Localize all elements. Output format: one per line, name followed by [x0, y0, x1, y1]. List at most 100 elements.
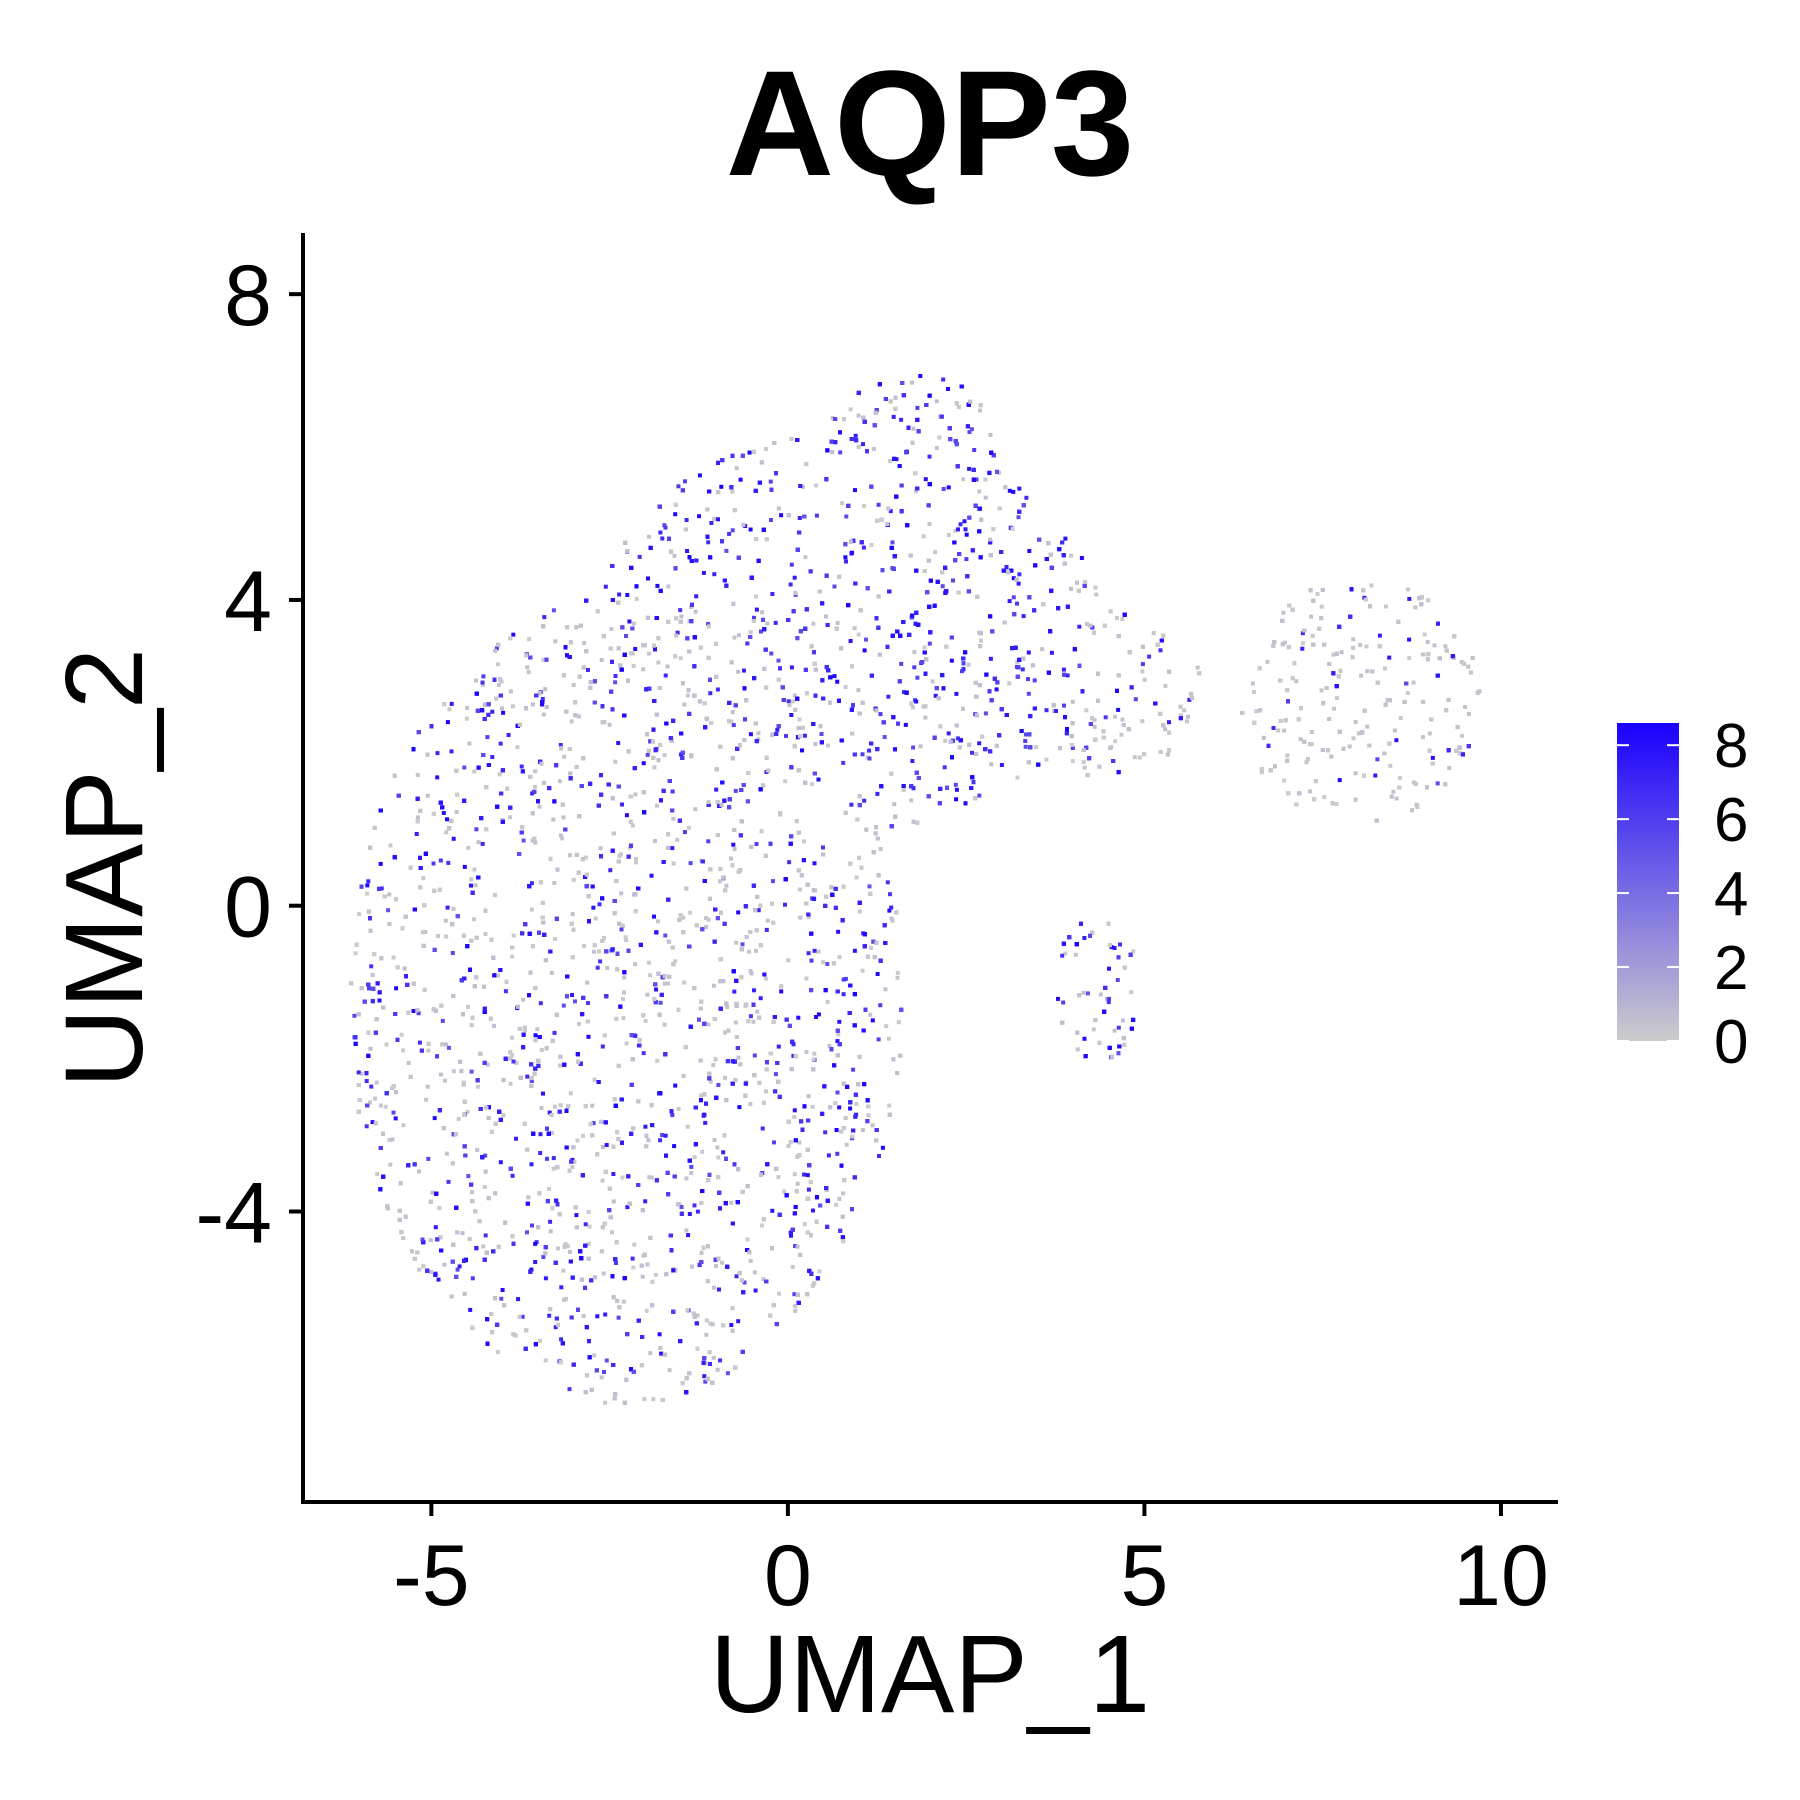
- cell-point: [1430, 755, 1435, 760]
- cell-point: [748, 527, 753, 532]
- cell-point: [1011, 489, 1016, 494]
- cell-point: [721, 1150, 726, 1155]
- cell-point: [695, 1209, 700, 1214]
- cell-point: [964, 557, 969, 562]
- cell-point: [493, 648, 498, 653]
- cell-point: [685, 1124, 690, 1129]
- cell-point: [483, 1153, 488, 1158]
- cell-point: [521, 838, 526, 843]
- cell-point: [441, 811, 446, 815]
- cell-point: [736, 669, 741, 674]
- cell-point: [520, 1314, 525, 1319]
- cell-point: [910, 380, 915, 385]
- cell-point: [469, 1069, 474, 1074]
- cell-point: [627, 619, 632, 624]
- cell-point: [646, 1138, 651, 1143]
- cell-point: [733, 1020, 738, 1025]
- cell-point: [511, 933, 516, 938]
- cell-point: [688, 861, 693, 866]
- cell-point: [1073, 952, 1078, 957]
- cell-point: [1285, 753, 1290, 758]
- cell-point: [821, 960, 826, 965]
- cell-point: [737, 1105, 742, 1110]
- cell-point: [852, 626, 857, 631]
- cell-point: [806, 951, 811, 956]
- cell-point: [437, 1206, 442, 1211]
- cell-point: [708, 691, 713, 696]
- cell-point: [1017, 486, 1022, 491]
- cell-point: [481, 1244, 486, 1249]
- cell-point: [895, 970, 900, 975]
- cell-point: [583, 1222, 588, 1227]
- cell-point: [883, 987, 888, 992]
- cell-point: [637, 554, 642, 559]
- cell-point: [430, 1190, 435, 1195]
- cell-point: [703, 1379, 708, 1384]
- cell-point: [543, 687, 548, 692]
- cell-point: [789, 1233, 793, 1238]
- cell-point: [1347, 744, 1352, 749]
- cell-point: [657, 1332, 662, 1337]
- cell-point: [891, 414, 896, 419]
- cell-point: [1283, 640, 1287, 645]
- cell-point: [648, 1351, 653, 1356]
- cell-point: [1132, 755, 1137, 760]
- cell-point: [565, 1244, 570, 1249]
- cell-point: [529, 907, 534, 912]
- cell-point: [457, 1264, 462, 1269]
- cell-point: [646, 651, 651, 656]
- cell-point: [1116, 707, 1121, 712]
- cell-point: [1007, 599, 1012, 604]
- cell-point: [1129, 990, 1134, 995]
- cell-point: [498, 1160, 503, 1165]
- cell-point: [1377, 633, 1382, 638]
- cell-point: [1113, 714, 1117, 719]
- cell-point: [943, 738, 948, 743]
- cell-point: [1116, 1025, 1121, 1030]
- cell-point: [810, 1104, 815, 1109]
- cell-point: [492, 1023, 496, 1028]
- cell-point: [604, 1143, 609, 1147]
- cell-point: [844, 559, 848, 564]
- cell-point: [1185, 719, 1189, 724]
- cell-point: [964, 532, 969, 537]
- cell-point: [853, 433, 858, 438]
- cell-point: [1091, 1027, 1096, 1032]
- cell-point: [577, 1021, 581, 1026]
- cell-point: [763, 976, 768, 981]
- cell-point: [1032, 678, 1037, 683]
- cell-point: [466, 1174, 471, 1179]
- cell-point: [1427, 731, 1432, 736]
- cell-point: [1187, 697, 1192, 702]
- cell-point: [662, 981, 667, 986]
- cell-point: [684, 518, 689, 522]
- cell-point: [472, 917, 476, 922]
- cell-point: [1094, 592, 1099, 597]
- cell-point: [473, 678, 478, 683]
- cell-point: [1079, 556, 1084, 560]
- cell-point: [711, 1355, 716, 1360]
- cell-point: [567, 1249, 572, 1254]
- cell-point: [1337, 778, 1342, 783]
- cell-point: [835, 1039, 840, 1044]
- cell-point: [469, 1023, 474, 1028]
- cell-point: [1359, 673, 1363, 678]
- cell-point: [613, 680, 618, 685]
- cell-point: [723, 1030, 727, 1035]
- cell-point: [630, 1256, 635, 1261]
- cell-point: [816, 949, 821, 954]
- cell-point: [1082, 936, 1087, 940]
- cell-point: [803, 555, 808, 560]
- cell-point: [946, 485, 951, 490]
- cell-point: [1082, 765, 1087, 770]
- cell-point: [878, 847, 883, 851]
- cell-point: [823, 1130, 828, 1135]
- cell-point: [708, 1079, 713, 1084]
- cell-point: [1319, 688, 1324, 693]
- cell-point: [787, 860, 792, 865]
- cell-point: [1062, 703, 1066, 708]
- cell-point: [1140, 662, 1145, 667]
- cell-point: [856, 632, 861, 637]
- cell-point: [731, 723, 736, 728]
- cell-point: [684, 1228, 689, 1233]
